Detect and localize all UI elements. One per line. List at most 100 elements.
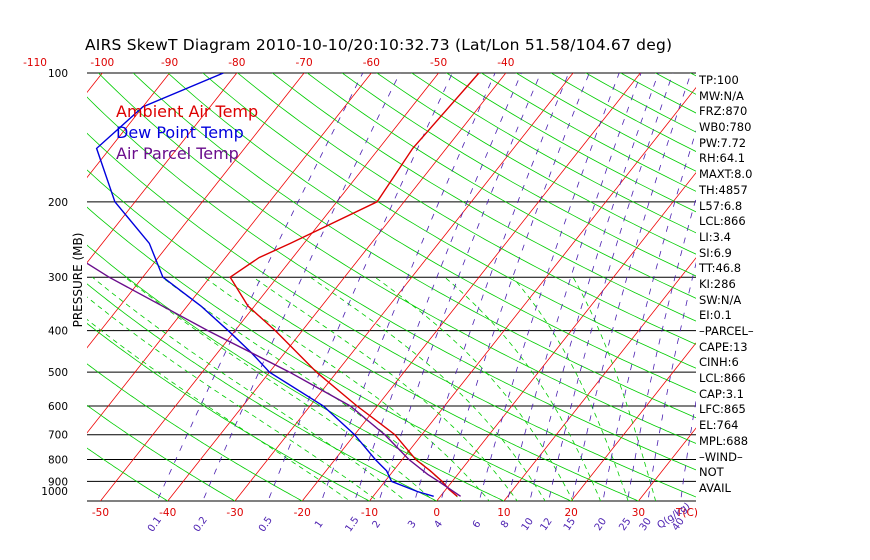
top-temp-tick: -100 [90, 57, 114, 69]
top-temp-tick: -110 [23, 57, 47, 69]
isotherm-lines [0, 63, 870, 510]
stat-line: KI:286 [699, 276, 736, 291]
dry-adiabat [87, 404, 236, 501]
mixing-ratio-tick-6: 6 [471, 519, 484, 531]
dry-adiabat [87, 132, 696, 498]
mixing-ratio-line-1.5 [354, 73, 522, 501]
moist-adiabat-lines [87, 276, 657, 501]
moist-adiabat [87, 318, 351, 501]
isotherm--10 [368, 87, 696, 501]
moist-adiabat [512, 276, 629, 501]
moist-adiabat [310, 276, 546, 501]
top-temp-tick: -60 [363, 57, 380, 69]
mixing-ratio-line-0.1 [156, 73, 364, 501]
mixing-ratio-tick-3: 3 [406, 519, 419, 531]
mixing-ratio-line-10 [529, 73, 659, 501]
stat-line: EI:0.1 [699, 308, 732, 323]
mixing-ratio-tick-12: 12 [538, 516, 554, 533]
stat-line: TT:46.8 [699, 261, 742, 276]
plot-area [0, 63, 870, 511]
dry-adiabat [341, 73, 696, 277]
mixing-ratio-tick-0.5: 0.5 [257, 515, 275, 534]
mixing-ratio-line-6 [478, 73, 620, 501]
mixing-ratio-line-15 [571, 73, 692, 501]
isotherm--20 [301, 73, 641, 501]
mixing-ratio-line-0.2 [202, 73, 401, 501]
pressure-label-100: 100 [48, 68, 68, 80]
dry-adiabat [237, 73, 696, 345]
bottom-temp-tick: -40 [159, 507, 176, 519]
dry-adiabat [87, 96, 696, 471]
dry-adiabat [445, 73, 696, 213]
mixing-ratio-line-12 [548, 73, 674, 501]
stat-line: PW:7.72 [699, 135, 747, 150]
dry-adiabat [810, 64, 870, 511]
stat-line: TH:4857 [699, 182, 748, 197]
isotherm--60 [87, 73, 372, 434]
mixing-ratio-tick-0.2: 0.2 [192, 515, 210, 534]
pressure-label-400: 400 [48, 326, 68, 338]
isotherm-0 [436, 172, 696, 501]
dry-adiabat [306, 73, 696, 299]
moist-adiabat [444, 276, 602, 501]
series-ambient-air-temp [229, 73, 480, 497]
bottom-temp-tick: 10 [497, 507, 510, 519]
legend-item: Ambient Air Temp [116, 102, 258, 121]
isotherm--70 [87, 73, 305, 349]
top-temp-tick: -70 [295, 57, 312, 69]
stat-line: LCL:866 [699, 371, 746, 386]
dry-adiabat [202, 73, 696, 369]
dry-adiabat [844, 64, 870, 511]
stat-line: –WIND– [699, 449, 743, 464]
dry-adiabat [87, 206, 573, 501]
bottom-temp-tick: 0 [433, 507, 440, 519]
mixing-ratio-tick-1.5: 1.5 [343, 515, 361, 534]
stat-line: LFC:865 [699, 402, 746, 417]
pressure-label-900: 900 [48, 476, 68, 488]
dry-adiabat [87, 283, 438, 501]
bottom-temp-tick: -20 [294, 507, 311, 519]
isotherm--50 [99, 73, 440, 501]
stat-line: MAXT:8.0 [699, 167, 753, 182]
bottom-temp-tick: -10 [361, 507, 378, 519]
isotherm-20 [570, 342, 696, 501]
mixing-ratio-line-0.5 [267, 73, 453, 501]
isotherm--110 [0, 63, 43, 510]
dry-adiabat [87, 322, 371, 501]
sounding-series [87, 73, 480, 497]
moist-adiabat [253, 276, 518, 501]
pressure-label-500: 500 [48, 367, 68, 379]
dry-adiabat [132, 73, 696, 419]
mixing-ratio-tick-20: 20 [593, 516, 609, 533]
stat-line: FRZ:870 [699, 104, 748, 119]
mixing-ratio-line-8 [506, 73, 642, 501]
stat-line: LCL:866 [699, 214, 746, 229]
dry-adiabat [515, 73, 696, 172]
pressure-label-1000: 1000 [41, 486, 68, 498]
stat-line: NOT [699, 465, 724, 480]
stat-line: WB0:780 [699, 120, 752, 135]
isotherm--90 [87, 73, 171, 179]
top-temp-tick: -40 [497, 57, 514, 69]
mixing-ratio-tick-4: 4 [432, 519, 445, 531]
stat-line: CINH:6 [699, 355, 739, 370]
stat-line: MPL:688 [699, 433, 749, 448]
isotherm-10 [503, 257, 696, 501]
pressure-label-200: 200 [48, 197, 68, 209]
isotherm-60 [833, 63, 870, 510]
dry-adiabat [87, 169, 640, 501]
isotherm--30 [234, 73, 574, 501]
mixing-ratio-line-30 [647, 261, 696, 501]
mixing-ratio-line-2 [378, 73, 542, 501]
stat-line: LI:3.4 [699, 229, 731, 244]
mixing-ratio-tick-8: 8 [499, 519, 512, 531]
moist-adiabat [204, 276, 490, 501]
dry-adiabat [776, 64, 870, 511]
stat-line: RH:64.1 [699, 151, 746, 166]
isotherm--40 [167, 73, 507, 501]
pressure-label-700: 700 [48, 430, 68, 442]
bottom-temp-tick: 30 [632, 507, 645, 519]
stat-line: TP:100 [699, 73, 739, 87]
mixing-ratio-line-4 [440, 73, 590, 501]
isotherm-30 [637, 427, 696, 501]
